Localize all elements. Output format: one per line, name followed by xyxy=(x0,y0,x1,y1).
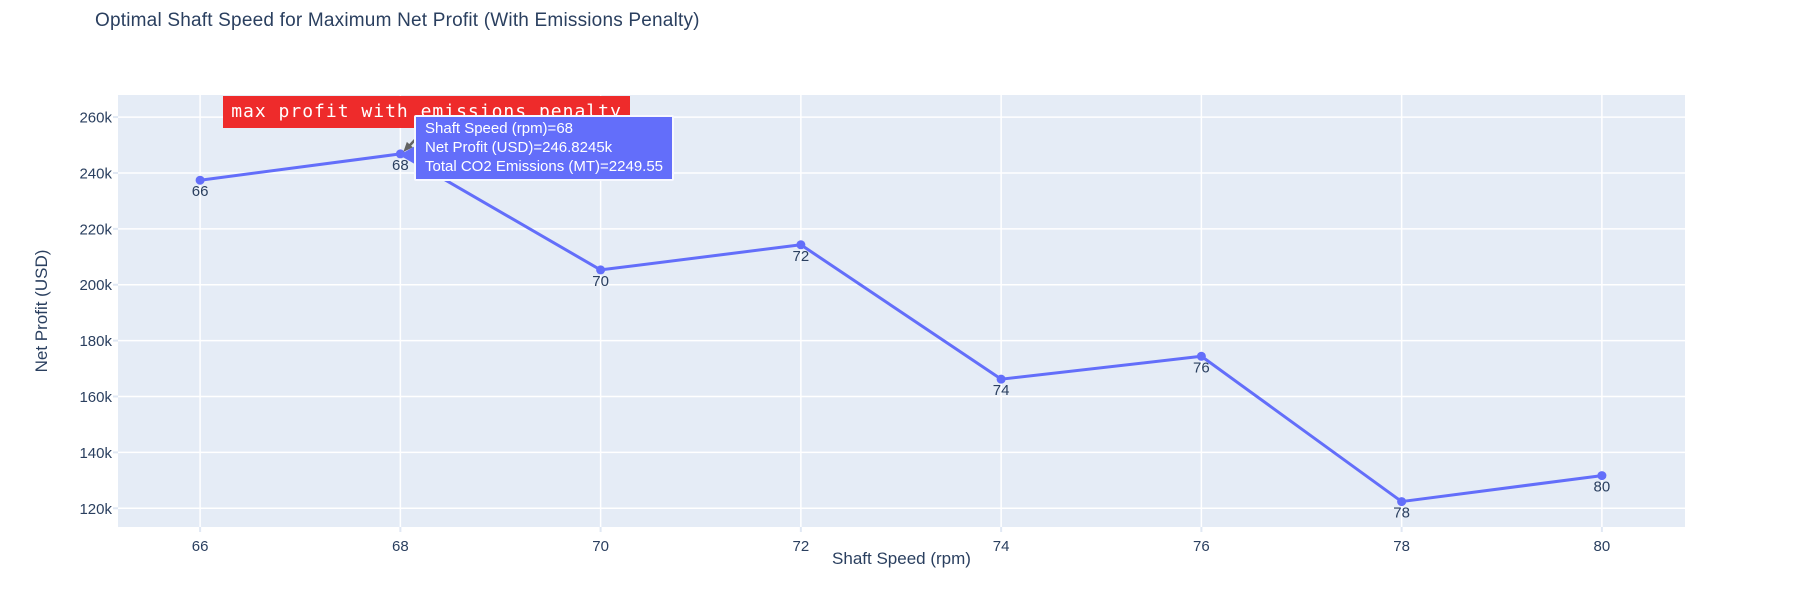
point-label: 80 xyxy=(1594,479,1611,496)
y-axis-title: Net Profit (USD) xyxy=(32,249,51,373)
x-tick-label: 74 xyxy=(993,538,1010,555)
tooltip-arrow xyxy=(401,145,416,162)
chart-title: Optimal Shaft Speed for Maximum Net Prof… xyxy=(95,10,700,31)
x-tick-label: 66 xyxy=(192,538,209,555)
point-label: 76 xyxy=(1193,359,1210,376)
x-tick-label: 70 xyxy=(592,538,609,555)
data-point[interactable] xyxy=(1597,471,1607,481)
x-tick-label: 80 xyxy=(1594,538,1611,555)
point-label: 78 xyxy=(1393,505,1410,522)
point-label: 66 xyxy=(192,183,209,200)
y-tick-label: 140k xyxy=(79,445,112,462)
x-tick-label: 72 xyxy=(793,538,810,555)
data-point[interactable] xyxy=(996,374,1006,384)
tooltip-line-net-profit: Net Profit (USD)=246.8245k xyxy=(425,139,613,156)
tooltip-line-co2: Total CO2 Emissions (MT)=2249.55 xyxy=(425,158,664,175)
point-label: 70 xyxy=(592,273,609,290)
data-point[interactable] xyxy=(395,149,405,159)
y-tick-label: 160k xyxy=(79,389,112,406)
data-point[interactable] xyxy=(195,175,205,185)
point-label: 72 xyxy=(793,248,810,265)
data-point[interactable] xyxy=(796,240,806,250)
y-tick-label: 220k xyxy=(79,221,112,238)
point-label: 68 xyxy=(392,157,409,174)
y-tick-label: 240k xyxy=(79,165,112,182)
annotation-arrowhead xyxy=(403,141,413,152)
tooltip-line-shaft-speed: Shaft Speed (rpm)=68 xyxy=(425,120,574,137)
hover-tooltip: Shaft Speed (rpm)=68 Net Profit (USD)=24… xyxy=(414,115,675,181)
y-tick-label: 200k xyxy=(79,277,112,294)
x-tick-label: 68 xyxy=(392,538,409,555)
x-axis-title: Shaft Speed (rpm) xyxy=(832,549,971,568)
y-tick-label: 180k xyxy=(79,333,112,350)
point-label: 74 xyxy=(993,382,1010,399)
data-point[interactable] xyxy=(596,265,606,275)
data-point[interactable] xyxy=(1397,497,1407,507)
x-tick-label: 78 xyxy=(1393,538,1410,555)
data-point[interactable] xyxy=(1196,351,1206,361)
x-tick-label: 76 xyxy=(1193,538,1210,555)
y-tick-label: 120k xyxy=(79,501,112,518)
y-tick-label: 260k xyxy=(79,110,112,127)
